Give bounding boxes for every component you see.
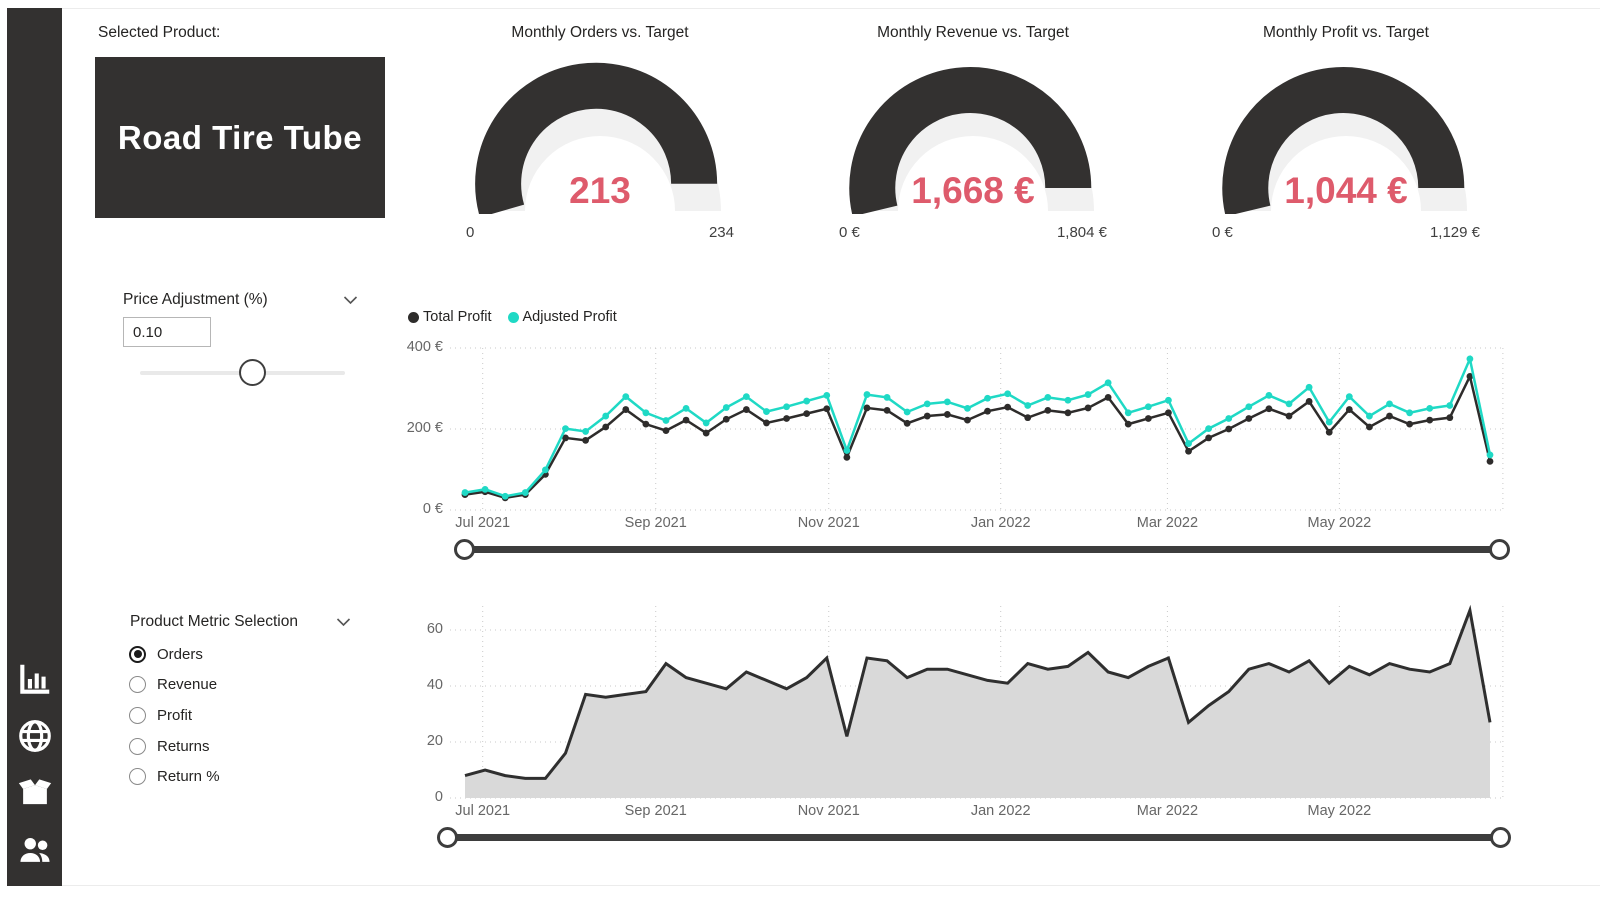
selected-product-card: Road Tire Tube bbox=[95, 57, 385, 218]
gauge-title: Monthly Revenue vs. Target bbox=[877, 24, 1069, 41]
x-tick-label: Jul 2021 bbox=[455, 803, 511, 819]
x-tick-label: Jul 2021 bbox=[455, 515, 511, 531]
x-tick-label: Nov 2021 bbox=[797, 515, 860, 531]
x-tick-label: Sep 2021 bbox=[624, 803, 687, 819]
y-tick-label: 40 bbox=[426, 677, 443, 693]
y-tick-label: 0 bbox=[434, 789, 443, 805]
gauge-max-label: 234 bbox=[708, 224, 734, 241]
globe-icon[interactable] bbox=[15, 716, 55, 756]
x-tick-label: May 2022 bbox=[1307, 803, 1372, 819]
legend-label: Total Profit bbox=[423, 309, 492, 325]
x-tick-label: Jan 2022 bbox=[970, 803, 1031, 819]
gauge-value: 1,668 € bbox=[911, 170, 1035, 211]
profit-chart-range-slider[interactable] bbox=[454, 539, 1510, 561]
selected-product-label: Selected Product: bbox=[98, 24, 221, 41]
profit-chart-x-axis: Jul 2021 Sep 2021 Nov 2021 Jan 2022 Mar 2022… bbox=[450, 515, 1505, 535]
range-slider-track[interactable] bbox=[463, 546, 1501, 553]
chevron-down-icon[interactable] bbox=[341, 291, 360, 310]
gauge-min-label: 0 € bbox=[839, 224, 860, 241]
radio-icon bbox=[129, 737, 146, 755]
x-tick-label: Sep 2021 bbox=[624, 515, 687, 531]
radio-option-orders[interactable]: Orders bbox=[129, 639, 220, 670]
legend-dot-adjusted-profit bbox=[507, 311, 519, 323]
bar-chart-icon[interactable] bbox=[15, 659, 55, 699]
orders-chart-x-axis: Jul 2021 Sep 2021 Nov 2021 Jan 2022 Mar 2022… bbox=[450, 803, 1505, 823]
range-slider-handle-start[interactable] bbox=[454, 539, 475, 560]
y-tick-label: 400 € bbox=[406, 339, 443, 355]
legend-item-adjusted-profit[interactable]: Adjusted Profit bbox=[507, 309, 617, 325]
gauge-arc bbox=[475, 62, 721, 214]
radio-option-returns[interactable]: Returns bbox=[129, 731, 220, 762]
people-icon[interactable] bbox=[15, 830, 55, 870]
gauge-title: Monthly Profit vs. Target bbox=[1263, 24, 1429, 41]
legend-dot-total-profit bbox=[408, 311, 419, 323]
radio-label: Return % bbox=[157, 768, 220, 786]
profit-chart-legend: Total Profit Adjusted Profit bbox=[408, 309, 617, 325]
x-tick-label: Mar 2022 bbox=[1136, 515, 1199, 531]
x-tick-label: Jan 2022 bbox=[970, 515, 1031, 531]
gauge-monthly-revenue: Monthly Revenue vs. Target 1,668 € 0 € 1… bbox=[823, 24, 1123, 241]
orders-area-chart[interactable] bbox=[450, 596, 1505, 808]
selected-product-name: Road Tire Tube bbox=[117, 118, 363, 156]
gauge-value: 1,044 € bbox=[1284, 170, 1408, 211]
radio-option-profit[interactable]: Profit bbox=[129, 700, 220, 731]
radio-label: Orders bbox=[157, 645, 203, 663]
bottom-divider bbox=[62, 885, 1600, 886]
nav-sidebar bbox=[7, 8, 62, 886]
orders-chart-range-slider[interactable] bbox=[437, 827, 1511, 849]
range-slider-handle-end[interactable] bbox=[1490, 827, 1511, 848]
gauge-monthly-orders: Monthly Orders vs. Target 213 0 234 bbox=[450, 24, 750, 241]
metric-radio-group: Orders Revenue Profit Returns Return % bbox=[129, 639, 220, 792]
y-tick-label: 0 € bbox=[422, 501, 443, 517]
gauge-min-label: 0 bbox=[466, 224, 475, 241]
legend-item-total-profit[interactable]: Total Profit bbox=[408, 309, 492, 325]
radio-icon bbox=[129, 768, 146, 786]
x-tick-label: Nov 2021 bbox=[797, 803, 860, 819]
radio-icon bbox=[129, 676, 146, 694]
gauge-title: Monthly Orders vs. Target bbox=[511, 24, 689, 41]
price-adjustment-title: Price Adjustment (%) bbox=[123, 291, 268, 308]
package-icon[interactable] bbox=[15, 773, 55, 813]
legend-label: Adjusted Profit bbox=[522, 309, 617, 325]
y-tick-label: 200 € bbox=[406, 420, 443, 436]
y-tick-label: 60 bbox=[426, 621, 443, 637]
x-tick-label: May 2022 bbox=[1307, 515, 1372, 531]
y-tick-label: 20 bbox=[426, 733, 443, 749]
x-tick-label: Mar 2022 bbox=[1136, 803, 1199, 819]
price-slider-handle[interactable] bbox=[239, 359, 267, 386]
gauge-arc bbox=[849, 67, 1094, 214]
radio-icon bbox=[129, 645, 146, 663]
profit-line-chart[interactable] bbox=[450, 344, 1505, 516]
radio-option-revenue[interactable]: Revenue bbox=[129, 670, 220, 701]
radio-label: Returns bbox=[157, 737, 210, 755]
radio-label: Revenue bbox=[157, 676, 218, 694]
radio-icon bbox=[129, 706, 146, 724]
gauge-min-label: 0 € bbox=[1212, 224, 1233, 241]
gauge-max-label: 1,129 € bbox=[1429, 224, 1480, 241]
gauge-monthly-profit: Monthly Profit vs. Target 1,044 € 0 € 1,… bbox=[1196, 24, 1496, 241]
chevron-down-icon[interactable] bbox=[334, 613, 353, 632]
gauge-max-label: 1,804 € bbox=[1056, 224, 1107, 241]
range-slider-handle-start[interactable] bbox=[437, 827, 458, 848]
gauge-arc bbox=[1222, 67, 1467, 214]
range-slider-track[interactable] bbox=[446, 834, 1502, 841]
gauge-value: 213 bbox=[569, 170, 631, 211]
range-slider-handle-end[interactable] bbox=[1489, 539, 1510, 560]
price-adjustment-slider[interactable] bbox=[140, 359, 345, 387]
price-adjustment-input[interactable] bbox=[123, 317, 211, 347]
top-divider bbox=[62, 8, 1600, 9]
radio-option-return-pct[interactable]: Return % bbox=[129, 761, 220, 792]
metric-slicer-title: Product Metric Selection bbox=[130, 613, 298, 630]
radio-label: Profit bbox=[157, 706, 193, 724]
